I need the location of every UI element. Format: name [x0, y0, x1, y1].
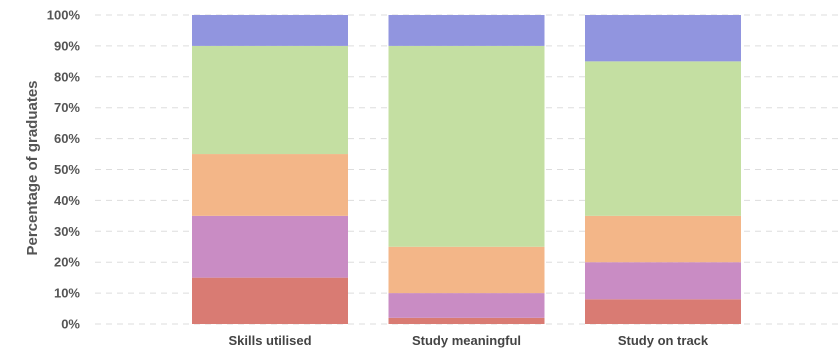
bar-segment	[192, 45, 348, 155]
bar-segment	[388, 293, 545, 318]
bar-segment	[192, 154, 348, 216]
bar-stacks	[192, 15, 741, 324]
bar-segment	[585, 262, 741, 300]
x-tick-label: Study on track	[618, 333, 709, 348]
bar-segment	[388, 317, 545, 324]
bar-segment	[388, 45, 545, 247]
y-tick-label: 80%	[54, 69, 80, 84]
y-tick-label: 70%	[54, 100, 80, 115]
bar-segment	[585, 61, 741, 216]
bar-segment	[585, 15, 741, 62]
y-tick-label: 40%	[54, 193, 80, 208]
y-tick-label: 90%	[54, 38, 80, 53]
x-tick-label: Study meaningful	[412, 333, 521, 348]
bar-segment	[192, 277, 348, 324]
y-tick-label: 20%	[54, 255, 80, 270]
y-tick-label: 50%	[54, 162, 80, 177]
bar-segment	[585, 215, 741, 263]
x-tick-label: Skills utilised	[228, 333, 311, 348]
bar-segment	[585, 299, 741, 324]
y-tick-label: 0%	[61, 317, 80, 332]
bar-segment	[192, 215, 348, 278]
bar-segment	[388, 15, 545, 46]
y-tick-label: 10%	[54, 286, 80, 301]
bar-segment	[388, 246, 545, 294]
bar-segment	[192, 15, 348, 46]
y-tick-label: 60%	[54, 131, 80, 146]
y-tick-label: 30%	[54, 224, 80, 239]
x-axis-ticks: Skills utilised Study meaningful Study on …	[228, 333, 708, 348]
y-axis-label: Percentage of graduates	[24, 80, 41, 255]
y-tick-label: 100%	[47, 8, 81, 23]
y-axis-ticks: 0% 10% 20% 30% 40% 50% 60% 70% 80% 90% 100%	[47, 8, 81, 332]
